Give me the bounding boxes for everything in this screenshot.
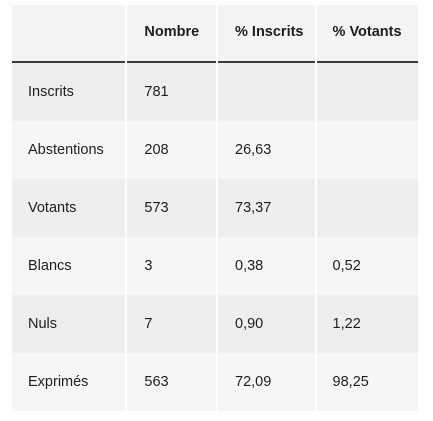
pct-inscrits-cell: 73,37 [218,179,315,237]
header-nombre: Nombre [127,5,216,63]
row-label: Exprimés [12,353,126,411]
nombre-cell: 7 [127,295,216,353]
row-label: Abstentions [12,121,126,179]
pct-votants-cell: 1,22 [316,295,419,353]
table-row: Abstentions 208 26,63 [12,121,419,179]
table-row: Exprimés 563 72,09 98,25 [12,353,419,411]
nombre-cell: 208 [127,121,216,179]
row-label: Inscrits [12,63,126,121]
election-results-table: Nombre % Inscrits % Votants Inscrits 781… [12,5,419,411]
pct-votants-cell [316,63,419,121]
header-pct-votants: % Votants [316,5,419,63]
table-body: Inscrits 781 Abstentions 208 26,63 Votan… [12,63,419,411]
table-row: Inscrits 781 [12,63,419,121]
nombre-cell: 563 [127,353,216,411]
table-row: Blancs 3 0,38 0,52 [12,237,419,295]
table-row: Votants 573 73,37 [12,179,419,237]
header-pct-inscrits: % Inscrits [218,5,315,63]
pct-inscrits-cell [218,63,315,121]
pct-inscrits-cell: 26,63 [218,121,315,179]
row-label: Blancs [12,237,126,295]
header-empty-cell [12,5,126,63]
pct-votants-cell: 0,52 [316,237,419,295]
pct-votants-cell [316,179,419,237]
pct-inscrits-cell: 72,09 [218,353,315,411]
nombre-cell: 573 [127,179,216,237]
pct-inscrits-cell: 0,90 [218,295,315,353]
table-row: Nuls 7 0,90 1,22 [12,295,419,353]
nombre-cell: 3 [127,237,216,295]
pct-inscrits-cell: 0,38 [218,237,315,295]
row-label: Nuls [12,295,126,353]
row-label: Votants [12,179,126,237]
pct-votants-cell: 98,25 [316,353,419,411]
pct-votants-cell [316,121,419,179]
table-header-row: Nombre % Inscrits % Votants [12,5,419,63]
nombre-cell: 781 [127,63,216,121]
